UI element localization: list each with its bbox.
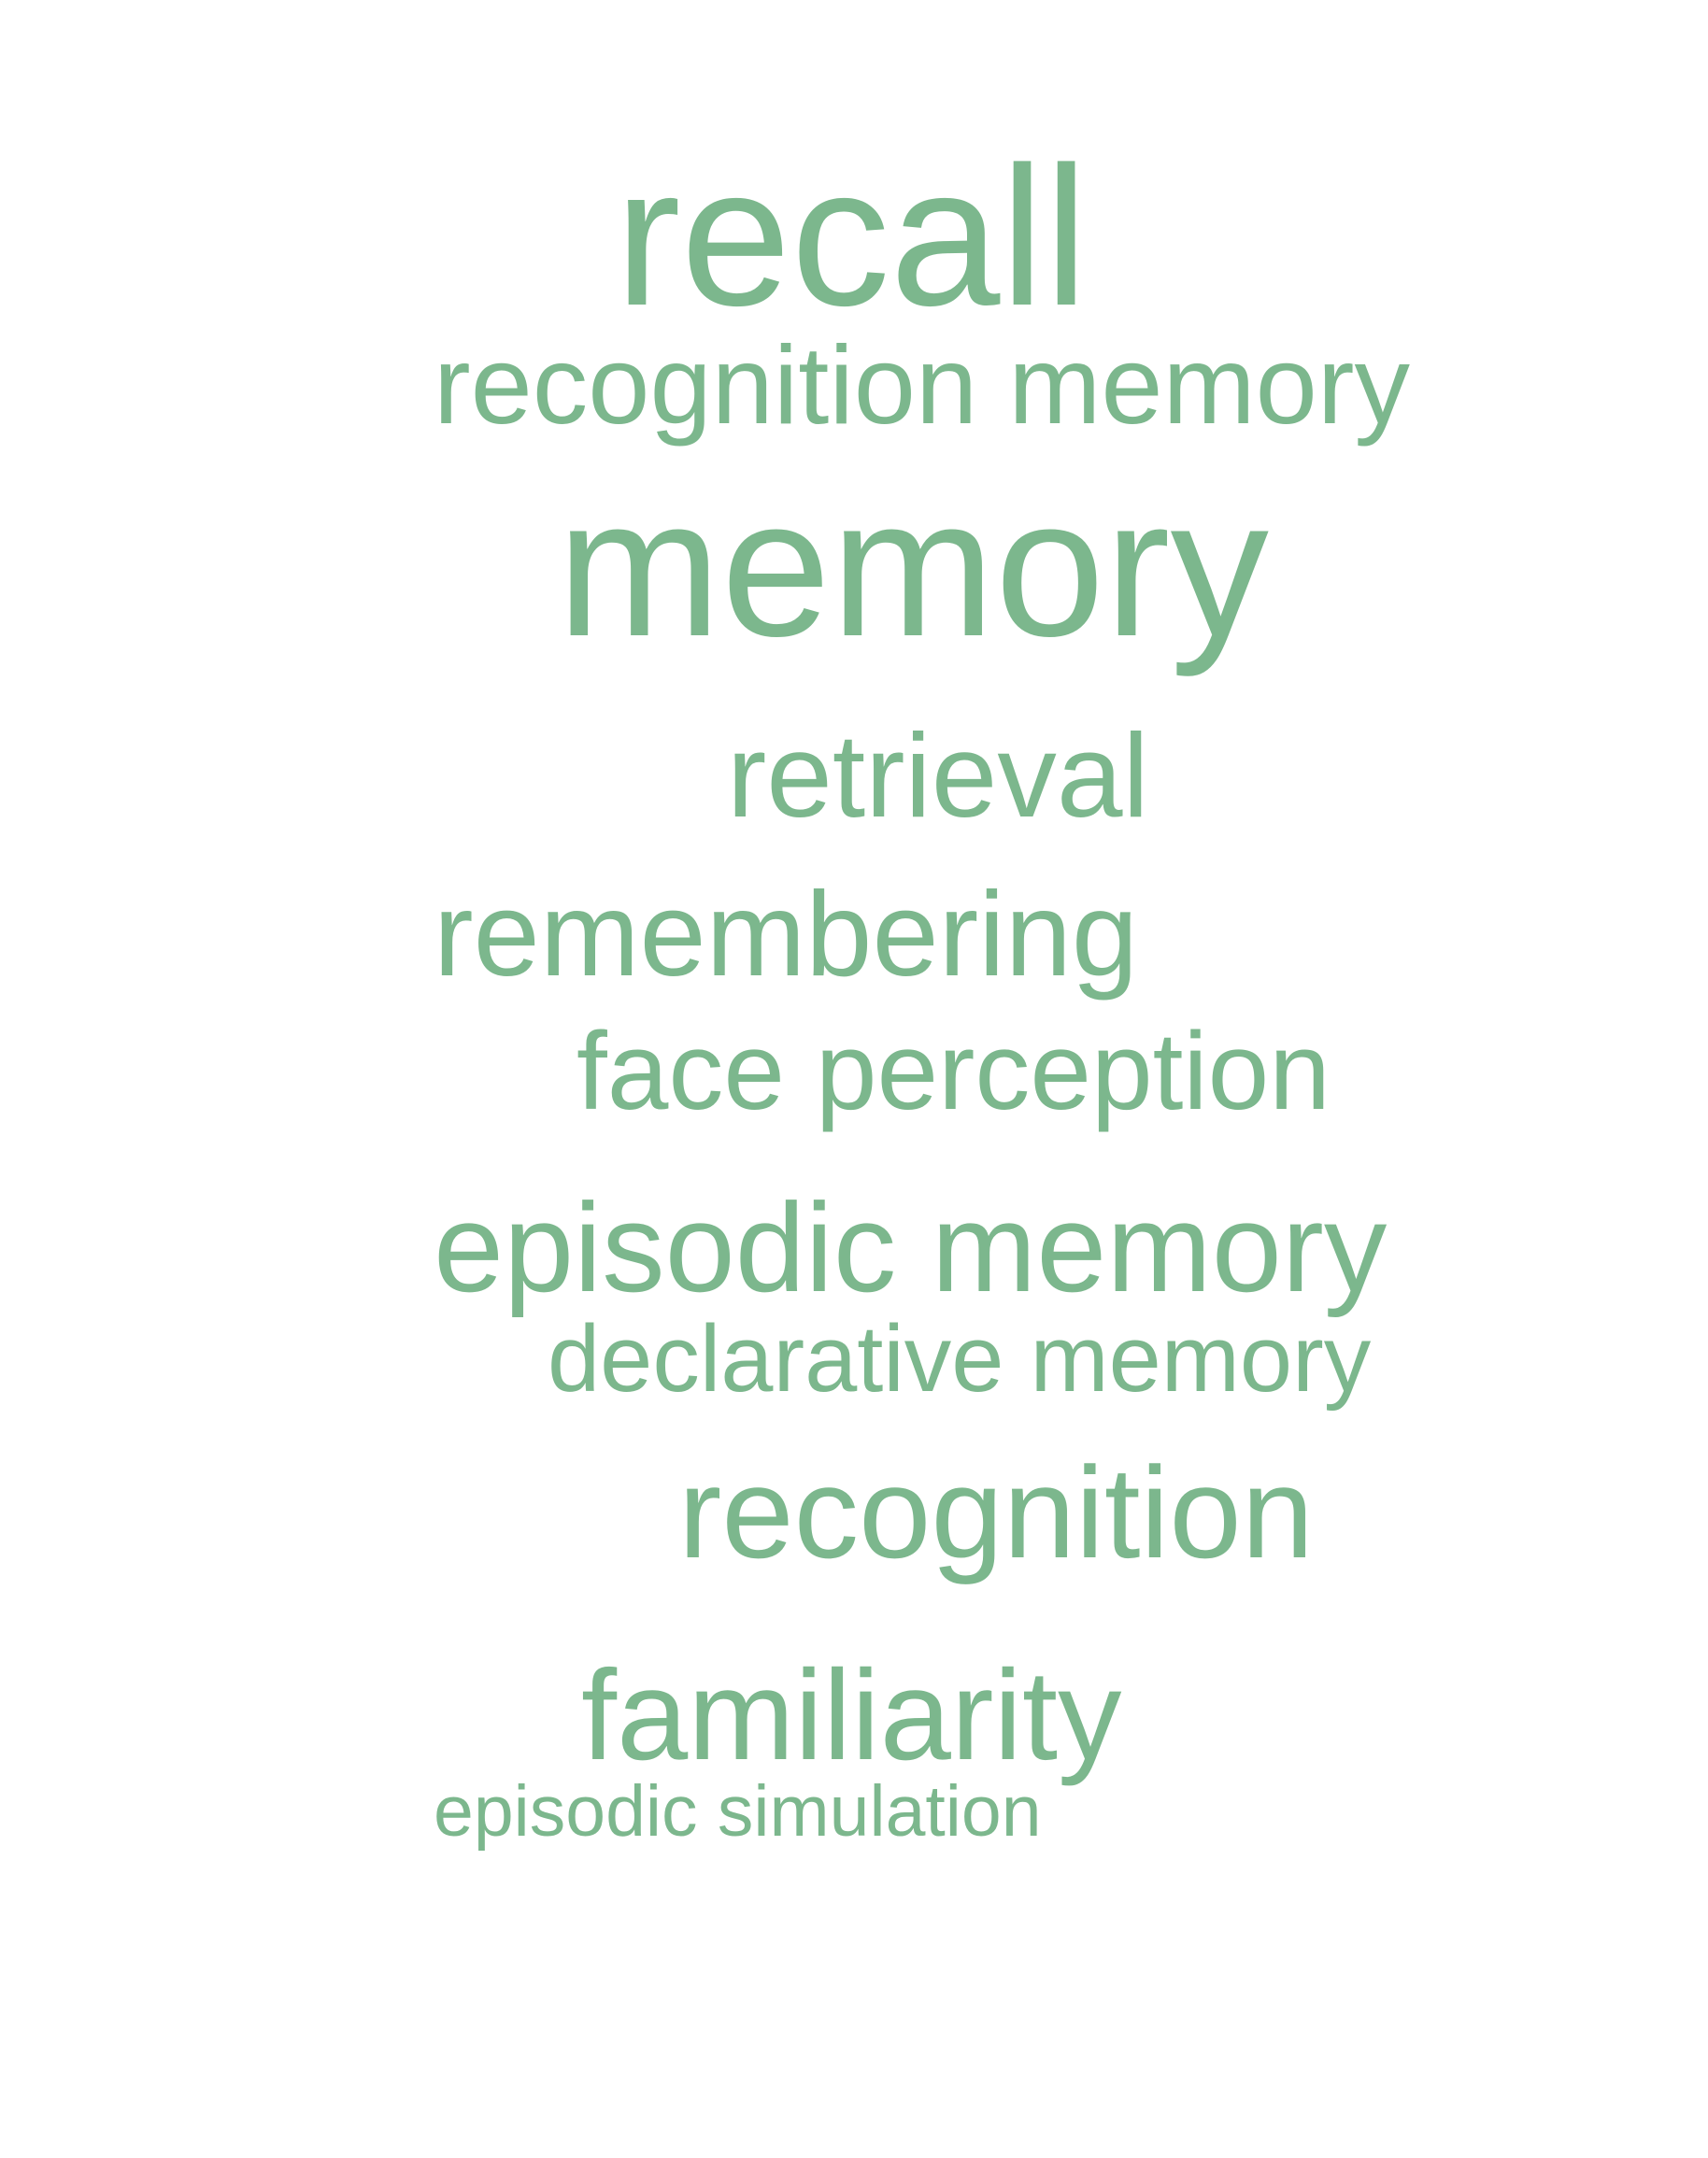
word-recognition-memory: recognition memory — [434, 323, 1410, 447]
word-remembering: remembering — [434, 868, 1139, 1001]
word-episodic-simulation: episodic simulation — [434, 1771, 1042, 1852]
word-face-perception: face perception — [576, 1010, 1331, 1133]
word-recognition: recognition — [678, 1441, 1315, 1585]
word-declarative-memory: declarative memory — [548, 1307, 1372, 1412]
word-retrieval: retrieval — [727, 709, 1149, 842]
word-episodic-memory: episodic memory — [434, 1177, 1388, 1318]
word-memory: memory — [557, 457, 1269, 677]
word-familiarity: familiarity — [581, 1644, 1122, 1787]
word-recall: recall — [615, 125, 1089, 347]
